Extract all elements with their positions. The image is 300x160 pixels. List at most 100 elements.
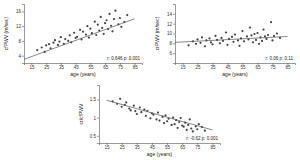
tick-label: 35 xyxy=(59,65,65,70)
point xyxy=(108,13,110,15)
y-axis-title: cr/cfPWV xyxy=(78,103,84,124)
point xyxy=(178,121,180,123)
tick: 25 xyxy=(195,63,201,70)
point xyxy=(157,111,159,113)
tick: 35 xyxy=(135,143,141,150)
point xyxy=(258,43,260,45)
point xyxy=(192,130,194,132)
tick-label: 45 xyxy=(150,145,156,150)
tick-label: 8 xyxy=(18,39,21,44)
x-axis-title: age (years) xyxy=(222,71,248,77)
point xyxy=(121,106,123,108)
tick: 65 xyxy=(255,63,261,70)
tick: 14 xyxy=(167,12,175,17)
tick-label: 65 xyxy=(255,65,261,70)
tick-label: 25 xyxy=(120,145,126,150)
point xyxy=(214,35,216,37)
point xyxy=(177,127,179,129)
point xyxy=(241,30,243,32)
point xyxy=(76,36,78,38)
tick: 15 xyxy=(180,63,186,70)
point xyxy=(119,17,121,19)
point xyxy=(232,41,234,43)
point xyxy=(36,49,38,51)
point xyxy=(133,105,135,107)
point xyxy=(264,35,266,37)
point xyxy=(119,98,121,100)
tick-label: 1 xyxy=(93,116,96,121)
tick-label: 12 xyxy=(167,22,173,27)
tick: 1.5 xyxy=(90,97,99,102)
tick-label: 35 xyxy=(210,65,216,70)
tick: 6 xyxy=(169,51,175,56)
point xyxy=(231,36,233,38)
annotation: r: 0.06 p: 0.11 xyxy=(266,56,294,61)
point xyxy=(267,34,269,36)
point xyxy=(211,43,213,45)
point xyxy=(113,18,115,20)
point xyxy=(103,33,105,35)
tick-label: 65 xyxy=(180,145,186,150)
point xyxy=(262,28,264,30)
tick-label: 55 xyxy=(240,65,246,70)
plot-area xyxy=(175,21,288,47)
tick: 4 xyxy=(18,54,24,59)
point xyxy=(155,118,157,120)
point xyxy=(136,113,138,115)
point xyxy=(189,118,191,120)
point xyxy=(253,33,255,35)
x-axis: 1525354555657585 xyxy=(176,63,296,70)
point xyxy=(208,37,210,39)
point xyxy=(41,46,43,48)
tick-label: 15 xyxy=(180,65,186,70)
tick: 10 xyxy=(167,31,175,36)
point xyxy=(145,115,147,117)
tick: 75 xyxy=(270,63,276,70)
point xyxy=(225,31,227,33)
point xyxy=(166,120,168,122)
point xyxy=(64,38,66,40)
tick-label: 85 xyxy=(133,65,139,70)
y-axis: 6 8 10 12 14 xyxy=(167,5,176,64)
tick-label: 1.5 xyxy=(90,97,97,102)
point xyxy=(261,40,263,42)
tick: 15 xyxy=(105,143,111,150)
axis-line xyxy=(25,64,143,66)
point xyxy=(250,34,252,36)
point xyxy=(110,25,112,27)
point xyxy=(89,28,91,30)
annotation: r: 0.646 p: 0.001 xyxy=(107,56,140,61)
tick: 45 xyxy=(74,63,80,70)
fit-line xyxy=(175,36,288,42)
tick: 8 xyxy=(169,41,175,46)
point xyxy=(60,36,62,38)
panel: 152535455565758568101214age (years)crPWV… xyxy=(154,5,296,78)
tick-label: 10 xyxy=(167,31,173,36)
tick-mark xyxy=(173,24,175,25)
point xyxy=(198,123,200,125)
plot-area xyxy=(24,10,135,60)
point xyxy=(88,36,90,38)
point xyxy=(204,130,206,132)
point xyxy=(120,26,122,28)
tick: 0.5 xyxy=(90,134,99,139)
fit-line xyxy=(107,100,213,130)
point xyxy=(79,29,81,31)
tick-mark xyxy=(173,53,175,54)
tick-label: 12 xyxy=(16,24,22,29)
point xyxy=(134,110,136,112)
point xyxy=(86,25,88,27)
tick-mark xyxy=(173,34,175,35)
point xyxy=(85,34,87,36)
point xyxy=(265,38,267,40)
tick-mark xyxy=(97,100,99,101)
point xyxy=(219,42,221,44)
tick-label: 25 xyxy=(195,65,201,70)
y-axis: 4 8 12 16 xyxy=(16,5,25,64)
tick-label: 4 xyxy=(18,54,21,59)
tick-mark xyxy=(173,14,175,15)
tick-mark xyxy=(97,118,99,119)
axis-line xyxy=(176,64,296,66)
tick-label: 16 xyxy=(16,9,22,14)
tick-label: 45 xyxy=(74,65,80,70)
